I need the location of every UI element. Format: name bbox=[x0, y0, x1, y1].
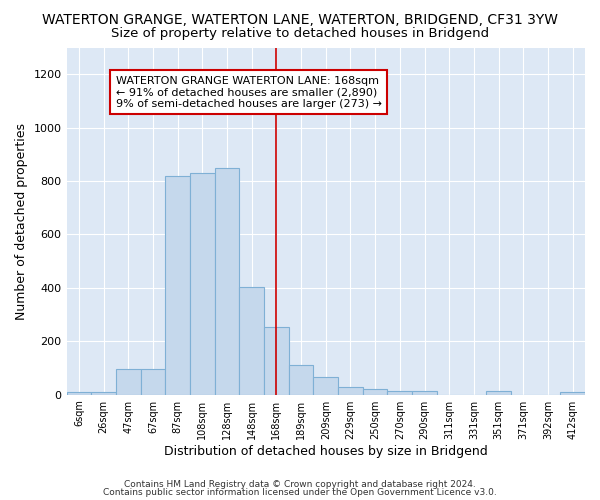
X-axis label: Distribution of detached houses by size in Bridgend: Distribution of detached houses by size … bbox=[164, 444, 488, 458]
Bar bbox=[363, 390, 388, 394]
Text: Size of property relative to detached houses in Bridgend: Size of property relative to detached ho… bbox=[111, 28, 489, 40]
Bar bbox=[140, 370, 165, 394]
Bar bbox=[486, 391, 511, 394]
Bar bbox=[264, 326, 289, 394]
Bar bbox=[190, 173, 215, 394]
Bar bbox=[116, 370, 140, 394]
Bar bbox=[91, 392, 116, 394]
Bar bbox=[412, 391, 437, 394]
Bar bbox=[388, 391, 412, 394]
Text: Contains public sector information licensed under the Open Government Licence v3: Contains public sector information licen… bbox=[103, 488, 497, 497]
Bar bbox=[338, 386, 363, 394]
Bar bbox=[239, 286, 264, 395]
Bar bbox=[165, 176, 190, 394]
Bar bbox=[67, 392, 91, 394]
Bar bbox=[313, 378, 338, 394]
Bar bbox=[215, 168, 239, 394]
Y-axis label: Number of detached properties: Number of detached properties bbox=[15, 122, 28, 320]
Text: WATERTON GRANGE, WATERTON LANE, WATERTON, BRIDGEND, CF31 3YW: WATERTON GRANGE, WATERTON LANE, WATERTON… bbox=[42, 12, 558, 26]
Bar bbox=[289, 366, 313, 394]
Text: WATERTON GRANGE WATERTON LANE: 168sqm
← 91% of detached houses are smaller (2,89: WATERTON GRANGE WATERTON LANE: 168sqm ← … bbox=[116, 76, 382, 108]
Bar bbox=[560, 392, 585, 394]
Text: Contains HM Land Registry data © Crown copyright and database right 2024.: Contains HM Land Registry data © Crown c… bbox=[124, 480, 476, 489]
